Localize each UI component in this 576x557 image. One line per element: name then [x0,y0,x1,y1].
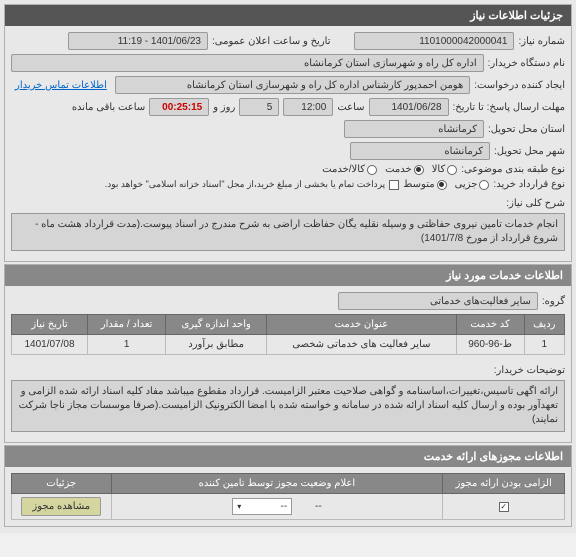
td-qty: 1 [88,335,166,355]
row-city: شهر محل تحویل: کرمانشاه [11,142,565,160]
buyer-notes-field: ارائه اگهی تاسیس،تغییرات،اساسنامه و گواه… [11,380,565,432]
radio-medium-label: متوسط [403,179,434,190]
row-buyer: نام دستگاه خریدار: اداره کل راه و شهرساز… [11,54,565,72]
th-qty: تعداد / مقدار [88,315,166,335]
time-label: ساعت [337,102,364,113]
radio-icon [447,165,457,175]
permits-header-row: الزامی بودن ارائه مجوز اعلام وضعیت مجوز … [12,474,565,494]
radio-both-label: کالا/خدمت [322,164,365,175]
radio-icon [437,180,447,190]
row-buyer-notes: توضیحات خریدار: ارائه اگهی تاسیس،تغییرات… [11,361,565,432]
radio-icon [367,165,377,175]
city-label: شهر محل تحویل: [494,146,565,157]
permits-header: اطلاعات مجوزهای ارائه خدمت [5,446,571,467]
deadline-date-field: 1401/06/28 [369,98,449,116]
th-date: تاریخ نیاز [12,315,88,335]
td-status: -- -- [111,494,443,520]
row-description: شرح کلی نیاز: انجام خدمات تامین نیروی حف… [11,194,565,251]
radio-partial-label: جزیی [455,179,478,190]
main-container: جزئیات اطلاعات نیاز شماره نیاز: 11010000… [0,0,576,533]
status-select[interactable]: -- [232,498,292,515]
need-info-section: جزئیات اطلاعات نیاز شماره نیاز: 11010000… [4,4,572,262]
buyer-name-label: نام دستگاه خریدار: [488,58,565,69]
deadline-time-field: 12:00 [283,98,333,116]
permits-table: الزامی بودن ارائه مجوز اعلام وضعیت مجوز … [11,473,565,520]
remaining-time-field: 00:25:15 [149,98,209,116]
table-header-row: ردیف کد خدمت عنوان خدمت واحد اندازه گیری… [12,315,565,335]
mandatory-checkbox[interactable] [499,502,509,512]
buyer-name-field: اداره کل راه و شهرسازی استان کرمانشاه [11,54,484,72]
services-body: گروه: سایر فعالیت‌های خدماتی ردیف کد خدم… [5,286,571,442]
td-index: 1 [524,335,564,355]
description-label: شرح کلی نیاز: [506,194,565,209]
subject-type-radios: کالا خدمت کالا/خدمت [322,164,457,175]
table-row: 1 ط-96-960 سایر فعالیت های خدماتی شخصی م… [12,335,565,355]
requester-label: ایجاد کننده درخواست: [474,80,565,91]
td-details: مشاهده مجوز [12,494,112,520]
days-field: 5 [239,98,279,116]
need-info-body: شماره نیاز: 1101000042000041 تاریخ و ساع… [5,26,571,261]
services-header: اطلاعات خدمات مورد نیاز [5,265,571,286]
row-requester: ایجاد کننده درخواست: هومن احمدپور کارشنا… [11,76,565,94]
radio-goods-item[interactable]: کالا [432,164,458,175]
row-deadline: مهلت ارسال پاسخ: تا تاریخ: 1401/06/28 سا… [11,98,565,116]
th-status: اعلام وضعیت مجوز توسط تامین کننده [111,474,443,494]
td-unit: مطابق برآورد [166,335,267,355]
announce-date-field: 1401/06/23 - 11:19 [68,32,208,50]
select-value: -- [281,501,288,512]
th-title: عنوان خدمت [267,315,457,335]
permits-body: الزامی بودن ارائه مجوز اعلام وضعیت مجوز … [5,467,571,526]
td-mandatory [443,494,565,520]
td-title: سایر فعالیت های خدماتی شخصی [267,335,457,355]
contact-link[interactable]: اطلاعات تماس خریدار [11,78,111,93]
radio-medium-item[interactable]: متوسط [403,179,446,190]
td-code: ط-96-960 [456,335,524,355]
radio-partial-item[interactable]: جزیی [455,179,490,190]
th-mandatory: الزامی بودن ارائه مجوز [443,474,565,494]
treasury-checkbox[interactable] [389,180,399,190]
row-subject-type: نوع طبقه بندی موضوعی: کالا خدمت کالا/خدم… [11,164,565,175]
subject-type-label: نوع طبقه بندی موضوعی: [461,164,565,175]
radio-both-item[interactable]: کالا/خدمت [322,164,377,175]
row-need-number: شماره نیاز: 1101000042000041 تاریخ و ساع… [11,32,565,50]
row-group: گروه: سایر فعالیت‌های خدماتی [11,292,565,310]
group-label: گروه: [542,296,565,307]
remaining-label: ساعت باقی مانده [72,102,145,113]
radio-icon [414,165,424,175]
permits-row: -- -- مشاهده مجوز [12,494,565,520]
th-details: جزئیات [12,474,112,494]
province-label: استان محل تحویل: [488,124,565,135]
view-permit-button[interactable]: مشاهده مجوز [21,497,101,516]
th-unit: واحد اندازه گیری [166,315,267,335]
group-field: سایر فعالیت‌های خدماتی [338,292,538,310]
radio-icon [479,180,489,190]
services-table: ردیف کد خدمت عنوان خدمت واحد اندازه گیری… [11,314,565,355]
radio-goods-label: کالا [432,164,446,175]
row-contract-type: نوع قرارداد خرید: جزیی متوسط پرداخت تمام… [11,179,565,190]
th-code: کد خدمت [456,315,524,335]
description-field: انجام خدمات تامین نیروی حفاظتی و وسیله ن… [11,213,565,251]
need-number-field: 1101000042000041 [354,32,514,50]
announce-date-label: تاریخ و ساعت اعلان عمومی: [212,36,331,47]
radio-service-item[interactable]: خدمت [385,164,424,175]
main-header: جزئیات اطلاعات نیاز [5,5,571,26]
services-section: اطلاعات خدمات مورد نیاز گروه: سایر فعالی… [4,264,572,443]
td-date: 1401/07/08 [12,335,88,355]
th-index: ردیف [524,315,564,335]
days-label: روز و [213,102,235,113]
row-province: استان محل تحویل: کرمانشاه [11,120,565,138]
need-number-label: شماره نیاز: [518,36,565,47]
city-field: کرمانشاه [350,142,490,160]
buyer-notes-label: توضیحات خریدار: [494,361,565,376]
contract-type-label: نوع قرارداد خرید: [493,179,565,190]
radio-service-label: خدمت [385,164,412,175]
requester-field: هومن احمدپور کارشناس اداره کل راه و شهرس… [115,76,470,94]
permits-section: اطلاعات مجوزهای ارائه خدمت الزامی بودن ا… [4,445,572,527]
status-dash: -- [315,501,322,512]
deadline-label: مهلت ارسال پاسخ: تا تاریخ: [453,102,565,113]
contract-note: پرداخت تمام یا بخشی از مبلغ خرید،از محل … [105,179,385,190]
contract-type-radios: جزیی متوسط [403,179,489,190]
province-field: کرمانشاه [344,120,484,138]
